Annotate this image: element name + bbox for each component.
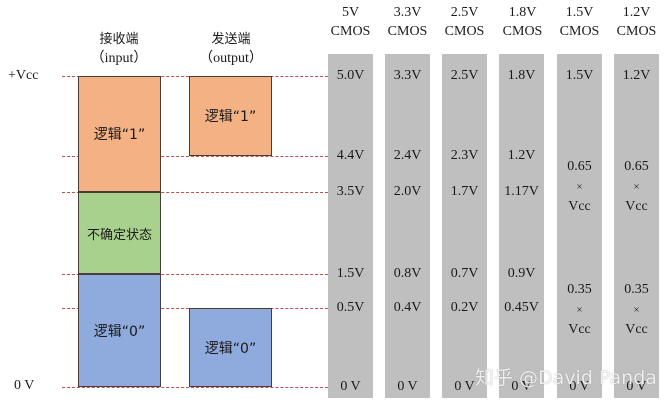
low-times: × <box>576 304 583 316</box>
column-header-line2: CMOS <box>330 24 371 39</box>
value-vol: 0.5V <box>336 300 365 315</box>
value-vol: 0.45V <box>504 300 539 315</box>
value-vol: 0.4V <box>393 300 422 315</box>
column-header-1v5: 1.5V CMOS <box>551 3 608 41</box>
column-header-line1: 1.2V <box>622 5 651 20</box>
low-ref: Vcc <box>568 322 591 337</box>
vil-threshold-line <box>62 274 328 275</box>
column-header-line2: CMOS <box>616 24 657 39</box>
value-voh: 1.2V <box>507 148 536 163</box>
value-gnd: 0 V <box>626 379 647 394</box>
receiver-title: 接收端 <box>99 32 139 47</box>
column-1v8-cmos: 1.8V 1.2V 1.17V 0.9V 0.45V 0 V <box>499 54 544 398</box>
input-undefined-label: 不确定状态 <box>86 227 152 243</box>
vcc-label: +Vcc <box>8 68 39 83</box>
sender-title: 发送端 <box>211 32 251 47</box>
voh-threshold-line <box>62 156 328 157</box>
column-header-line2: CMOS <box>502 24 543 39</box>
column-header-2v5: 2.5V CMOS <box>436 3 493 41</box>
low-times: × <box>633 304 640 316</box>
column-header-line2: CMOS <box>559 24 600 39</box>
column-header-line2: CMOS <box>444 24 485 39</box>
value-vih: 3.5V <box>336 184 365 199</box>
column-header-3v3: 3.3V CMOS <box>379 3 436 41</box>
value-vol: 0.2V <box>450 300 479 315</box>
value-vcc: 1.2V <box>622 68 651 83</box>
value-vcc: 2.5V <box>450 68 479 83</box>
value-vcc: 1.5V <box>565 68 594 83</box>
receiver-subtitle: （input） <box>90 51 148 66</box>
gnd-threshold-line <box>62 387 328 388</box>
sender-subtitle: （output） <box>199 51 263 66</box>
column-header-line1: 1.5V <box>565 5 594 20</box>
column-1v5-cmos: 1.5V 0.65 × Vcc 0.35 × Vcc 0 V <box>557 54 602 398</box>
receiver-header: 接收端 （input） <box>64 30 174 68</box>
value-high-threshold: 0.65 × Vcc <box>557 157 602 217</box>
value-vcc: 5.0V <box>336 68 365 83</box>
input-logic-low-box: 逻辑“0” <box>78 274 161 387</box>
input-logic-low-label: 逻辑“0” <box>93 323 146 340</box>
sender-header: 发送端 （output） <box>176 30 286 68</box>
value-gnd: 0 V <box>340 379 361 394</box>
high-times: × <box>633 181 640 193</box>
column-1v2-cmos: 1.2V 0.65 × Vcc 0.35 × Vcc 0 V <box>614 54 659 398</box>
column-header-1v2: 1.2V CMOS <box>608 3 665 41</box>
value-low-threshold: 0.35 × Vcc <box>614 280 659 340</box>
column-header-line2: CMOS <box>387 24 428 39</box>
high-factor: 0.65 <box>624 159 649 174</box>
high-factor: 0.65 <box>567 159 592 174</box>
output-logic-high-label: 逻辑“1” <box>204 109 257 125</box>
column-2v5-cmos: 2.5V 2.3V 1.7V 0.7V 0.2V 0 V <box>442 54 487 398</box>
low-ref: Vcc <box>625 322 648 337</box>
value-vih: 1.7V <box>450 184 479 199</box>
value-vil: 0.9V <box>507 266 536 281</box>
value-gnd: 0 V <box>511 379 532 394</box>
column-header-line1: 3.3V <box>393 5 422 20</box>
value-voh: 2.4V <box>393 148 422 163</box>
value-gnd: 0 V <box>569 379 590 394</box>
value-vil: 1.5V <box>336 266 365 281</box>
value-vcc: 3.3V <box>393 68 422 83</box>
column-header-line1: 1.8V <box>508 5 537 20</box>
input-logic-high-box: 逻辑“1” <box>78 76 161 192</box>
value-vil: 0.7V <box>450 266 479 281</box>
value-vih: 1.17V <box>504 184 539 199</box>
value-high-threshold: 0.65 × Vcc <box>614 157 659 217</box>
value-low-threshold: 0.35 × Vcc <box>557 280 602 340</box>
vih-threshold-line <box>62 192 328 193</box>
value-gnd: 0 V <box>454 379 475 394</box>
input-undefined-box: 不确定状态 <box>78 192 161 274</box>
value-voh: 2.3V <box>450 148 479 163</box>
value-vcc: 1.8V <box>507 68 536 83</box>
column-header-1v8: 1.8V CMOS <box>494 3 551 41</box>
input-logic-high-label: 逻辑“1” <box>93 127 146 143</box>
output-logic-low-box: 逻辑“0” <box>189 308 272 387</box>
output-logic-high-box: 逻辑“1” <box>189 76 272 156</box>
column-5v-cmos: 5.0V 4.4V 3.5V 1.5V 0.5V 0 V <box>328 54 373 398</box>
low-factor: 0.35 <box>567 282 592 297</box>
high-ref: Vcc <box>625 199 648 214</box>
high-ref: Vcc <box>568 199 591 214</box>
column-3v3-cmos: 3.3V 2.4V 2.0V 0.8V 0.4V 0 V <box>385 54 430 398</box>
value-vil: 0.8V <box>393 266 422 281</box>
value-voh: 4.4V <box>336 148 365 163</box>
gnd-label: 0 V <box>14 378 35 393</box>
low-factor: 0.35 <box>624 282 649 297</box>
column-header-5v: 5V CMOS <box>322 3 379 41</box>
output-logic-low-label: 逻辑“0” <box>204 340 257 357</box>
value-gnd: 0 V <box>397 379 418 394</box>
column-header-line1: 5V <box>341 5 360 20</box>
value-vih: 2.0V <box>393 184 422 199</box>
high-times: × <box>576 181 583 193</box>
column-header-line1: 2.5V <box>450 5 479 20</box>
